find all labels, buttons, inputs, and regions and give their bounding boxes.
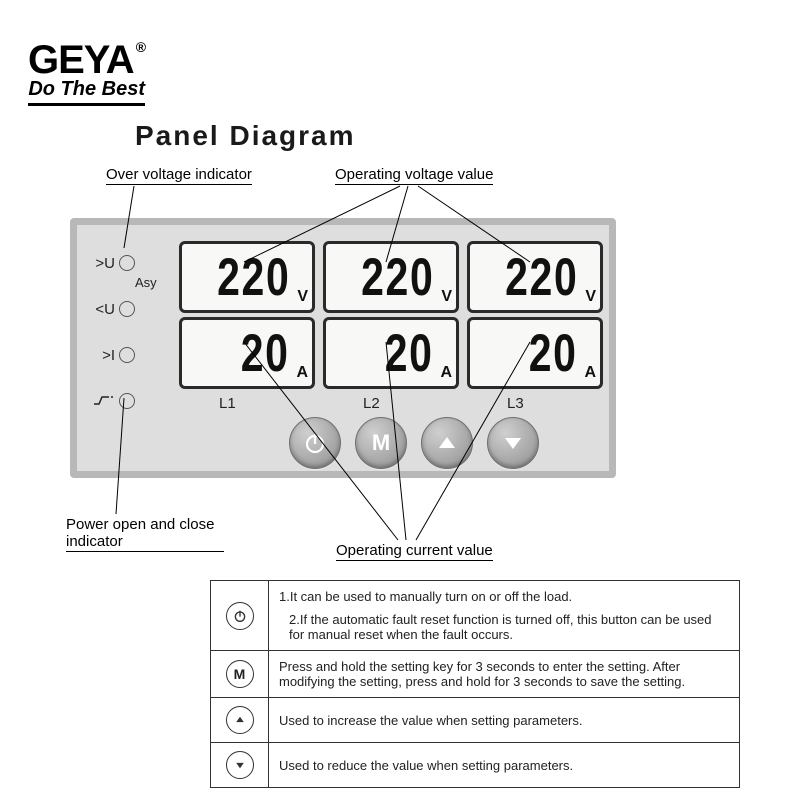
up-button[interactable] [421, 417, 473, 469]
brand-logo: GEYA® Do The Best [28, 40, 145, 106]
lcd-voltage-l3: 220 V [467, 241, 603, 313]
table-row: M Press and hold the setting key for 3 s… [211, 651, 740, 698]
brand-name: GEYA® [28, 40, 145, 80]
page-title: Panel Diagram [135, 120, 356, 152]
phase-l3: L3 [467, 395, 603, 412]
table-row: Used to reduce the value when setting pa… [211, 743, 740, 788]
table-row: 1.It can be used to manually turn on or … [211, 581, 740, 651]
lcd-voltage-l1: 220 V [179, 241, 315, 313]
phase-labels: L1 L2 L3 [179, 395, 603, 412]
callout-operating-current: Operating current value [336, 542, 493, 561]
button-description-table: 1.It can be used to manually turn on or … [210, 580, 740, 788]
table-mode-icon: M [226, 660, 254, 688]
power-symbol-icon [93, 394, 115, 406]
lcd-current-l1: 20 A [179, 317, 315, 389]
led-power [119, 393, 135, 409]
indicator-column: >U Asy <U >I [87, 245, 167, 419]
control-button-bar: M [289, 417, 539, 469]
table-down-icon [226, 751, 254, 779]
lcd-current-l3: 20 A [467, 317, 603, 389]
table-up-icon [226, 706, 254, 734]
device-panel: >U Asy <U >I [70, 218, 616, 478]
table-cell: Press and hold the setting key for 3 sec… [269, 651, 740, 698]
down-button[interactable] [487, 417, 539, 469]
callout-operating-voltage: Operating voltage value [335, 166, 493, 185]
lcd-grid: 220 V 220 V 220 V 20 A 20 A 20 A [179, 241, 603, 389]
mode-button[interactable]: M [355, 417, 407, 469]
brand-tagline: Do The Best [28, 78, 145, 106]
table-cell: Used to increase the value when setting … [269, 698, 740, 743]
mode-button-label: M [372, 430, 390, 456]
indicator-over-current: >I [87, 337, 167, 373]
power-button[interactable] [289, 417, 341, 469]
table-cell: Used to reduce the value when setting pa… [269, 743, 740, 788]
indicator-power [87, 383, 167, 419]
power-icon [303, 431, 327, 455]
lcd-voltage-l2: 220 V [323, 241, 459, 313]
phase-l1: L1 [179, 395, 315, 412]
arrow-up-icon [436, 432, 458, 454]
led-under-voltage [119, 301, 135, 317]
indicator-under-voltage: <U [87, 291, 167, 327]
lcd-current-l2: 20 A [323, 317, 459, 389]
led-over-voltage [119, 255, 135, 271]
led-over-current [119, 347, 135, 363]
table-cell: 1.It can be used to manually turn on or … [269, 581, 740, 651]
indicator-asy-label: Asy [135, 275, 157, 290]
phase-l2: L2 [323, 395, 459, 412]
callout-over-voltage: Over voltage indicator [106, 166, 252, 185]
arrow-down-icon [502, 432, 524, 454]
table-power-icon [226, 602, 254, 630]
callout-power-indicator: Power open and close indicator [66, 516, 224, 552]
table-row: Used to increase the value when setting … [211, 698, 740, 743]
